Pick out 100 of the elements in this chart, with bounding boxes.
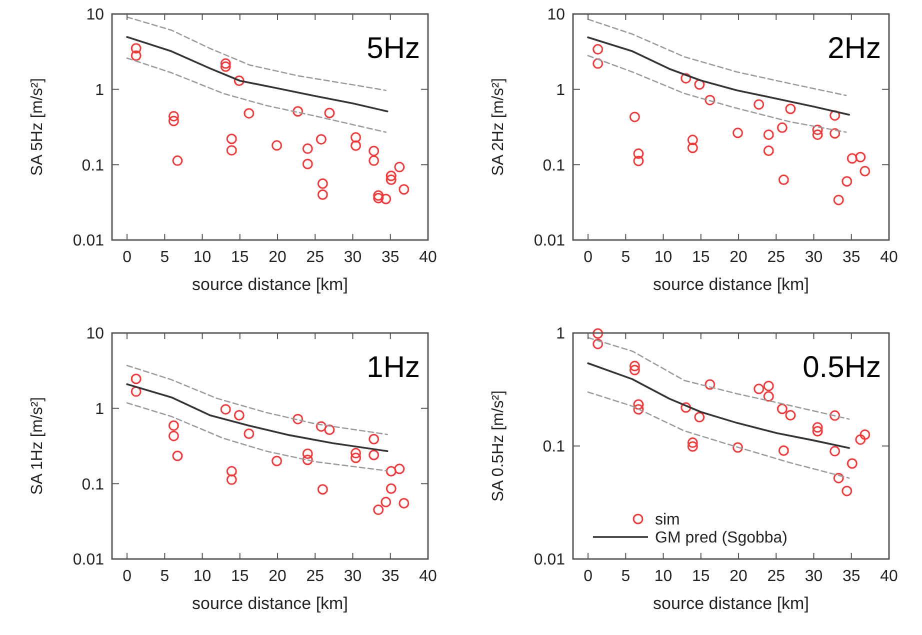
point [763, 380, 774, 392]
point [732, 442, 744, 453]
y-tick-label: 0.01 [534, 232, 566, 250]
point [830, 410, 840, 421]
point [704, 94, 716, 106]
point [220, 58, 231, 69]
y-tick-label: 0.1 [542, 438, 566, 456]
point [398, 184, 410, 195]
point [368, 155, 380, 166]
line-series [126, 383, 388, 452]
x-axis-title: source distance [km] [192, 275, 348, 294]
y-tick-label: 1 [556, 82, 566, 99]
point [317, 484, 328, 495]
y-axis-title: SA 1Hz [m/s²] [29, 397, 46, 495]
point [272, 140, 282, 151]
point [732, 128, 744, 138]
point [350, 448, 362, 458]
point [130, 374, 142, 384]
point [292, 414, 304, 424]
x-tick-label: 30 [344, 249, 362, 266]
point [812, 426, 823, 437]
x-tick-label: 25 [306, 249, 324, 266]
point [172, 155, 183, 166]
x-tick-label: 5 [160, 249, 170, 266]
point [778, 445, 789, 456]
y-tick-label: 10 [86, 6, 104, 24]
point [172, 450, 183, 462]
x-tick-label: 15 [692, 249, 710, 266]
point [785, 104, 796, 114]
point [763, 129, 774, 140]
x-tick-label: 20 [268, 249, 287, 266]
x-tick-label: 20 [730, 249, 748, 266]
point [394, 464, 405, 474]
point [368, 434, 380, 444]
legend-label: GM pred (Sgobba) [655, 530, 788, 547]
point [292, 106, 304, 117]
point [633, 148, 644, 159]
point [633, 156, 644, 166]
text: 2Hz [828, 32, 881, 65]
point [830, 128, 840, 139]
y-tick-label: 0.1 [82, 476, 104, 494]
y-tick-label: 1 [556, 326, 566, 343]
point [785, 410, 796, 421]
x-tick-label: 0 [122, 249, 132, 266]
point [168, 110, 179, 122]
point [860, 429, 870, 440]
point [398, 498, 410, 508]
y-tick-label: 10 [547, 6, 566, 24]
point [316, 134, 326, 145]
y-axis-title: SA 0.5Hz [m/s²] [490, 390, 507, 502]
point [302, 448, 313, 459]
point [234, 76, 244, 86]
point [812, 129, 823, 140]
x-tick-label: 25 [767, 249, 786, 266]
point [592, 338, 604, 350]
x-tick-label: 5 [160, 568, 170, 585]
point [855, 434, 866, 445]
legend-label: sim [655, 512, 680, 529]
point [830, 110, 840, 121]
point [386, 466, 396, 477]
x-tick-label: 35 [381, 568, 400, 585]
point [386, 170, 396, 182]
x-tick-label: 10 [654, 249, 672, 266]
x-tick-label: 15 [231, 568, 249, 585]
y-tick-label: 0.1 [82, 157, 104, 174]
point [704, 379, 716, 390]
point [846, 153, 858, 164]
text: 5Hz [366, 32, 420, 65]
point [592, 44, 604, 55]
point [680, 73, 692, 84]
point [317, 178, 328, 189]
point [226, 466, 237, 477]
point [350, 132, 362, 143]
point [846, 458, 858, 469]
x-tick-label: 25 [767, 568, 786, 585]
point [694, 79, 705, 90]
point [592, 58, 604, 69]
point [380, 194, 392, 204]
point [687, 142, 698, 154]
point [629, 364, 640, 376]
point [763, 146, 774, 156]
y-tick-label: 0.01 [72, 232, 104, 250]
point [776, 404, 788, 414]
x-tick-label: 30 [804, 249, 823, 266]
point [302, 454, 313, 466]
x-tick-label: 40 [880, 568, 898, 585]
x-axis-title: source distance [km] [653, 594, 809, 613]
point [763, 391, 774, 402]
point [842, 486, 852, 496]
x-tick-label: 40 [419, 249, 437, 266]
point [629, 112, 640, 122]
point [244, 108, 254, 119]
point [633, 399, 644, 410]
point [302, 158, 313, 170]
x-tick-label: 15 [231, 249, 249, 266]
x-tick-label: 20 [268, 568, 287, 585]
point [633, 404, 644, 415]
point [130, 43, 142, 54]
point [833, 194, 844, 206]
y-tick-label: 1 [95, 400, 104, 418]
